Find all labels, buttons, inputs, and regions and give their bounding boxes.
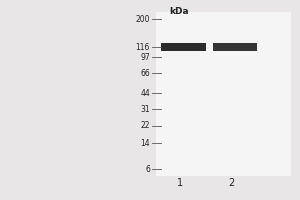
Text: 44: 44 — [140, 88, 150, 98]
Text: 6: 6 — [145, 164, 150, 173]
Text: 97: 97 — [140, 52, 150, 62]
Text: kDa: kDa — [169, 6, 189, 16]
Bar — [156, 12, 291, 176]
Bar — [160, 43, 206, 51]
Text: 66: 66 — [140, 68, 150, 77]
Text: 2: 2 — [228, 178, 234, 188]
Text: 116: 116 — [136, 43, 150, 51]
Text: 1: 1 — [177, 178, 183, 188]
Text: 31: 31 — [140, 105, 150, 114]
Text: 22: 22 — [140, 121, 150, 130]
Bar — [213, 43, 256, 51]
Text: 14: 14 — [140, 138, 150, 148]
Text: 200: 200 — [136, 15, 150, 23]
